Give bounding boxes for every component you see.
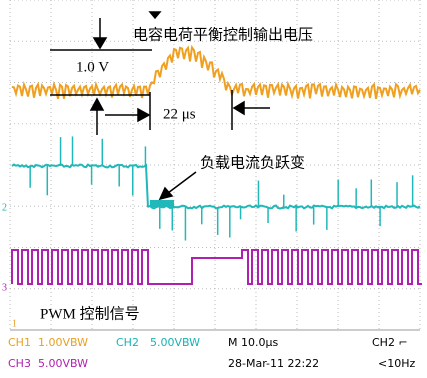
status-text: <10Hz [378, 357, 415, 370]
pwm-annotation: PWM 控制信号 [40, 305, 140, 322]
voltage-annotation: 1.0 V [76, 59, 109, 75]
current-blob [150, 200, 174, 207]
time-annotation: 22 μs [163, 106, 196, 122]
channel-marker: 1 [12, 318, 17, 329]
scope-screenshot: 电容电荷平衡控制输出电压 1.0 V 22 μs 负载电流负跃变 PWM 控制信… [0, 0, 427, 373]
status-text: CH1 [8, 336, 31, 349]
status-text: CH3 [8, 357, 31, 370]
status-text: 5.00VBW [38, 357, 88, 370]
status-text: 1.00VBW [38, 336, 88, 349]
channel-marker: 3 [2, 282, 7, 293]
status-text: CH2 ⌐ [372, 336, 408, 349]
status-text: CH2 [116, 336, 139, 349]
status-text: M 10.0μs [228, 336, 278, 349]
status-text: 5.00VBW [150, 336, 200, 349]
channel-marker: 2 [2, 202, 7, 213]
load-annotation: 负载电流负跃变 [200, 154, 305, 171]
status-text: 28-Mar-11 22:22 [228, 357, 319, 370]
title-annotation: 电容电荷平衡控制输出电压 [133, 26, 313, 43]
